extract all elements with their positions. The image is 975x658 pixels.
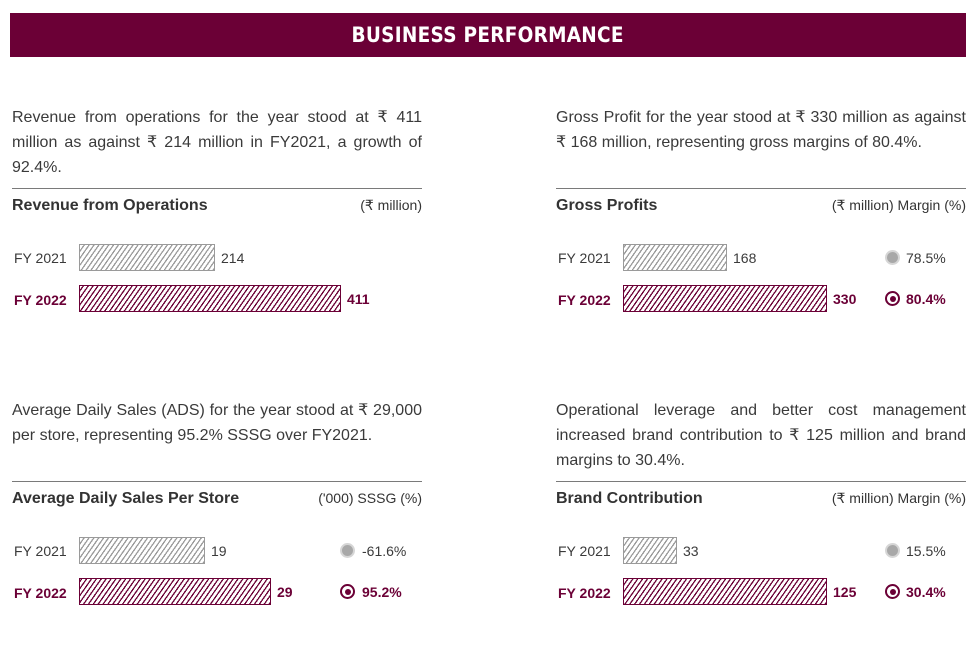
page-title: BUSINESS PERFORMANCE: [351, 23, 625, 47]
gross-profit-bar-fy2022: [623, 285, 827, 312]
gross-profit-panel: Gross Profit for the year stood at ₹ 330…: [556, 105, 966, 365]
ads-panel: Average Daily Sales (ADS) for the year s…: [12, 398, 422, 658]
ads-bar-fy2021: [79, 537, 205, 564]
brand-margin-fy2021: 15.5%: [906, 543, 946, 559]
brand-contribution-unit: (₹ million) Margin (%): [831, 490, 966, 506]
brand-contribution-panel: Operational leverage and better cost man…: [556, 398, 966, 658]
sssg-dot-icon: [340, 543, 355, 558]
revenue-category-fy2021: FY 2021: [14, 250, 67, 266]
ads-divider: [12, 481, 422, 482]
gross-profit-value-fy2021: 168: [733, 250, 757, 266]
gross-margin-fy2022: 80.4%: [906, 291, 946, 307]
header-banner: BUSINESS PERFORMANCE: [10, 13, 966, 57]
brand-contribution-description: Operational leverage and better cost man…: [556, 402, 966, 469]
sssg-dot-icon: [340, 584, 355, 599]
margin-dot-icon: [885, 543, 900, 558]
brand-bar-fy2022: [623, 578, 827, 605]
brand-category-fy2022: FY 2022: [558, 585, 611, 601]
revenue-value-fy2021: 214: [221, 250, 245, 266]
gross-profit-unit: (₹ million) Margin (%): [831, 197, 966, 213]
gross-profit-chart-title: Gross Profits: [556, 197, 658, 214]
ads-category-fy2022: FY 2022: [14, 585, 67, 601]
ads-description: Average Daily Sales (ADS) for the year s…: [12, 402, 422, 444]
ads-chart-title: Average Daily Sales Per Store: [12, 490, 240, 507]
revenue-value-fy2022: 411: [347, 291, 370, 307]
gross-profit-divider: [556, 188, 966, 189]
revenue-divider: [12, 188, 422, 189]
revenue-unit: (₹ million): [360, 197, 422, 213]
gross-profit-category-fy2022: FY 2022: [558, 292, 611, 308]
revenue-bar-fy2021: [79, 244, 215, 271]
sssg-fy2021: -61.6%: [362, 543, 407, 559]
ads-bar-fy2022: [79, 578, 271, 605]
brand-value-fy2021: 33: [683, 543, 699, 559]
gross-profit-category-fy2021: FY 2021: [558, 250, 611, 266]
brand-contribution-divider: [556, 481, 966, 482]
ads-unit: ('000) SSSG (%): [318, 490, 422, 506]
revenue-chart-title: Revenue from Operations: [12, 197, 208, 214]
revenue-bar-fy2022: [79, 285, 341, 312]
gross-margin-fy2021: 78.5%: [906, 250, 946, 266]
sssg-fy2022: 95.2%: [362, 584, 402, 600]
brand-value-fy2022: 125: [833, 584, 857, 600]
ads-category-fy2021: FY 2021: [14, 543, 67, 559]
brand-contribution-chart-title: Brand Contribution: [556, 490, 703, 507]
ads-value-fy2021: 19: [211, 543, 227, 559]
gross-profit-description: Gross Profit for the year stood at ₹ 330…: [556, 109, 966, 151]
gross-profit-value-fy2022: 330: [833, 291, 857, 307]
brand-category-fy2021: FY 2021: [558, 543, 611, 559]
ads-value-fy2022: 29: [277, 584, 293, 600]
margin-dot-icon: [885, 250, 900, 265]
margin-dot-icon: [885, 291, 900, 306]
revenue-description: Revenue from operations for the year sto…: [12, 109, 422, 176]
margin-dot-icon: [885, 584, 900, 599]
brand-bar-fy2021: [623, 537, 677, 564]
revenue-panel: Revenue from operations for the year sto…: [12, 105, 422, 365]
brand-margin-fy2022: 30.4%: [906, 584, 946, 600]
revenue-category-fy2022: FY 2022: [14, 292, 67, 308]
gross-profit-bar-fy2021: [623, 244, 727, 271]
